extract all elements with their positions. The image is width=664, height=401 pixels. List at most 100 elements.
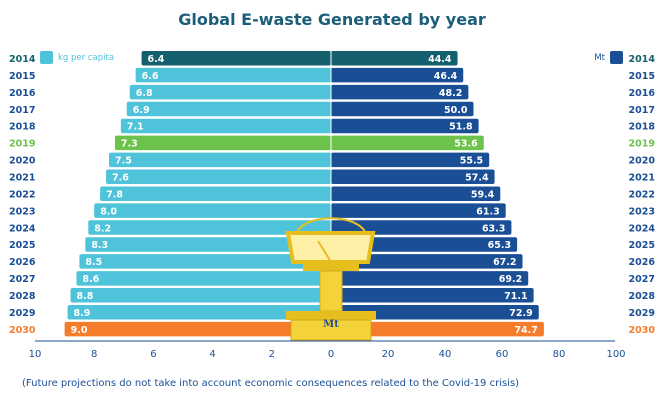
label-mt-2027: 69.2 [499,274,522,285]
year-left-2028: 2028 [9,291,36,302]
label-mt-2020: 55.5 [460,156,483,167]
year-right-2027: 2027 [629,274,655,285]
bar-kg-2014 [141,51,331,66]
legend-left-label: kg per capita [58,53,114,63]
label-kg-2023: 8.0 [100,206,117,217]
label-kg-2028: 8.8 [77,291,94,302]
bar-kg-2015 [135,67,331,83]
bar-kg-2028 [70,288,332,303]
legend-right-label: Mt [594,53,605,63]
year-left-2026: 2026 [9,257,36,268]
year-right-2016: 2016 [629,88,656,99]
legend-left-swatch [40,51,53,64]
bar-kg-2016 [129,84,331,100]
year-left-2021: 2021 [9,173,35,184]
label-kg-2025: 8.3 [91,240,108,251]
scale-neck [303,262,359,271]
label-mt-2030: 74.7 [514,325,537,336]
year-left-2024: 2024 [9,223,36,234]
label-kg-2015: 6.6 [142,71,159,82]
bar-kg-2023 [94,203,331,218]
year-right-2020: 2020 [629,156,656,167]
bar-kg-2029 [67,304,331,320]
year-right-2028: 2028 [629,291,656,302]
year-left-2019: 2019 [9,139,35,150]
bar-mt-2025 [331,237,518,252]
bar-mt-2030 [331,321,544,337]
year-left-2029: 2029 [9,308,35,319]
label-mt-2017: 50.0 [444,105,468,116]
year-right-2019: 2019 [629,139,655,150]
year-right-2015: 2015 [629,71,655,82]
tick-right-80: 80 [553,349,566,360]
year-right-2024: 2024 [629,223,656,234]
label-mt-2018: 51.8 [449,122,473,133]
year-right-2017: 2017 [629,105,655,116]
year-left-2022: 2022 [9,189,35,200]
year-right-2014: 2014 [629,54,656,65]
bar-mt-2028 [331,288,534,303]
year-right-2026: 2026 [629,257,656,268]
label-kg-2014: 6.4 [148,54,165,65]
bar-kg-2025 [85,237,331,252]
year-right-2022: 2022 [629,189,655,200]
label-mt-2015: 46.4 [434,71,458,82]
scale-illustration: Mt [285,217,376,341]
bar-kg-2024 [88,220,331,235]
bar-mt-2019 [331,135,484,151]
label-mt-2023: 61.3 [476,206,499,217]
year-right-2023: 2023 [629,206,655,217]
tick-right-40: 40 [439,349,452,360]
label-kg-2020: 7.5 [115,156,132,167]
bar-mt-2014 [331,51,458,66]
bar-mt-2020 [331,152,490,168]
tick-left-4: 4 [209,349,215,360]
label-mt-2022: 59.4 [471,189,495,200]
label-kg-2022: 7.8 [106,189,123,200]
bar-mt-2027 [331,271,529,286]
label-mt-2021: 57.4 [465,173,489,184]
scale-needle [317,240,332,263]
bar-kg-2020 [109,152,331,168]
year-left-2017: 2017 [9,105,35,116]
year-left-2030: 2030 [9,325,36,336]
chart-title: Global E-waste Generated by year [178,10,486,29]
bar-mt-2015 [331,67,464,83]
bar-mt-2029 [331,304,539,320]
year-left-2014: 2014 [9,54,36,65]
label-kg-2021: 7.6 [112,173,129,184]
bar-mt-2022 [331,186,501,201]
bar-kg-2019 [114,135,331,151]
label-kg-2024: 8.2 [94,223,111,234]
bar-mt-2021 [331,169,495,185]
label-mt-2028: 71.1 [504,291,527,302]
year-left-2027: 2027 [9,274,35,285]
label-mt-2026: 67.2 [493,257,516,268]
label-mt-2019: 53.6 [454,139,478,150]
footnote: (Future projections do not take into acc… [22,378,519,389]
legend-right-swatch [610,51,623,64]
bar-kg-2027 [76,271,331,286]
label-kg-2030: 9.0 [71,325,88,336]
scale-dial-arc [296,217,366,233]
tick-right-20: 20 [382,349,395,360]
year-right-2018: 2018 [629,122,656,133]
tick-left-2: 2 [269,349,275,360]
bar-mt-2017 [331,101,474,117]
year-left-2025: 2025 [9,240,35,251]
year-left-2016: 2016 [9,88,36,99]
label-kg-2029: 8.9 [74,308,91,319]
scale-column [319,270,343,312]
year-left-2018: 2018 [9,122,36,133]
bar-mt-2026 [331,254,523,269]
label-mt-2016: 48.2 [439,88,462,99]
label-kg-2026: 8.5 [85,257,102,268]
bar-kg-2017 [126,101,331,117]
tick-right-100: 100 [606,349,625,360]
scale-platform [286,311,376,320]
tick-left-10: 10 [29,349,42,360]
bar-kg-2022 [100,186,332,201]
bar-mt-2024 [331,220,512,235]
bar-kg-2026 [79,254,332,269]
tick-right-60: 60 [496,349,509,360]
